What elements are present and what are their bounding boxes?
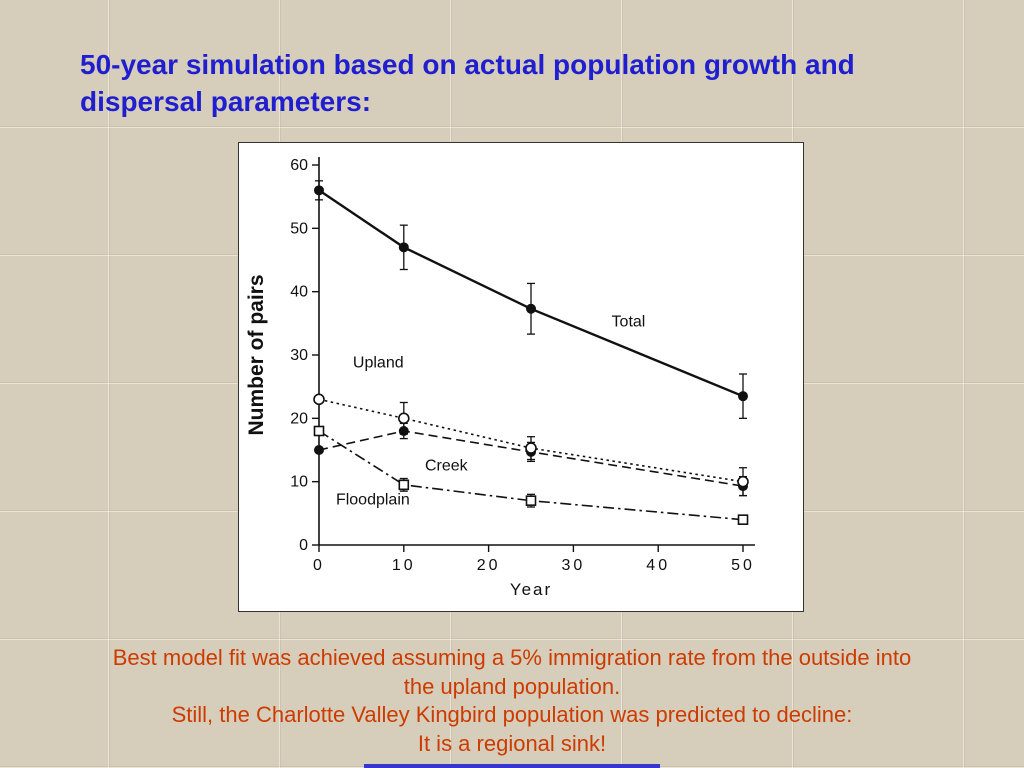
axes bbox=[318, 157, 755, 546]
caption-line: Still, the Charlotte Valley Kingbird pop… bbox=[171, 702, 853, 727]
slide-title: 50-year simulation based on actual popul… bbox=[80, 46, 980, 120]
svg-text:50: 50 bbox=[731, 557, 755, 574]
tick-marks bbox=[312, 164, 744, 552]
svg-text:20: 20 bbox=[477, 557, 501, 574]
caption-line: It is a regional sink! bbox=[417, 730, 607, 756]
series-upland bbox=[313, 393, 749, 497]
svg-text:0: 0 bbox=[313, 557, 325, 574]
svg-text:50: 50 bbox=[290, 220, 308, 237]
svg-text:Upland: Upland bbox=[353, 355, 404, 372]
svg-text:30: 30 bbox=[290, 347, 308, 364]
svg-text:40: 40 bbox=[646, 557, 670, 574]
svg-text:30: 30 bbox=[562, 557, 586, 574]
population-chart: 0 10 20 30 40 50 60 0 10 20 30 40 50 Year Number of pa… bbox=[245, 157, 755, 599]
svg-text:20: 20 bbox=[290, 410, 308, 427]
caption-line: the upland population. bbox=[403, 673, 621, 699]
y-axis-label: Number of pairs bbox=[245, 274, 268, 435]
svg-text:0: 0 bbox=[299, 537, 308, 554]
svg-text:10: 10 bbox=[290, 474, 308, 491]
svg-text:Total: Total bbox=[612, 314, 646, 331]
caption: Best model fit was achieved assuming a 5… bbox=[0, 644, 1024, 758]
tick-labels: 0 10 20 30 40 50 60 0 10 20 30 40 50 bbox=[290, 157, 755, 574]
slide-title-line-1: 50-year simulation based on actual popul… bbox=[80, 49, 855, 80]
svg-text:60: 60 bbox=[290, 157, 308, 174]
svg-text:40: 40 bbox=[290, 284, 308, 301]
series-labels: Total Upland Creek Floodplain bbox=[336, 314, 645, 509]
svg-text:10: 10 bbox=[392, 557, 416, 574]
chart-figure: 0 10 20 30 40 50 60 0 10 20 30 40 50 Year Number of pa… bbox=[238, 142, 804, 612]
x-axis-label: Year bbox=[510, 580, 552, 599]
series-floodplain bbox=[313, 425, 749, 525]
slide-title-line-2: dispersal parameters: bbox=[80, 86, 372, 117]
caption-line: Best model fit was achieved assuming a 5… bbox=[112, 645, 912, 670]
footer-bar bbox=[364, 764, 660, 768]
svg-text:Floodplain: Floodplain bbox=[336, 491, 410, 508]
svg-text:Creek: Creek bbox=[425, 457, 469, 474]
series-total bbox=[314, 180, 748, 419]
